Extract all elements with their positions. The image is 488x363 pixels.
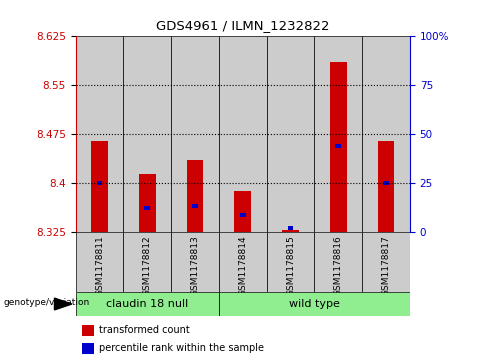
Text: GSM1178813: GSM1178813 (190, 235, 200, 296)
Bar (335, 144, 341, 148)
Bar (266, 232, 314, 292)
Bar (362, 232, 410, 292)
Bar (97, 182, 102, 185)
Bar (144, 206, 150, 210)
Bar (123, 36, 171, 232)
Text: GSM1178817: GSM1178817 (382, 235, 390, 296)
Bar (240, 213, 245, 217)
Bar (362, 36, 410, 232)
Bar (139, 174, 156, 232)
Bar (314, 232, 362, 292)
Bar (123, 232, 171, 292)
Bar (378, 141, 394, 232)
Text: GSM1178816: GSM1178816 (334, 235, 343, 296)
Bar (219, 232, 266, 292)
Bar (76, 292, 219, 316)
Bar (187, 160, 203, 232)
Bar (266, 36, 314, 232)
Text: transformed count: transformed count (99, 326, 190, 335)
Text: GSM1178812: GSM1178812 (143, 235, 152, 296)
Text: claudin 18 null: claudin 18 null (106, 299, 188, 309)
Bar (314, 36, 362, 232)
Text: genotype/variation: genotype/variation (4, 298, 90, 307)
Bar (219, 36, 266, 232)
Title: GDS4961 / ILMN_1232822: GDS4961 / ILMN_1232822 (156, 19, 329, 32)
Text: wild type: wild type (289, 299, 340, 309)
Bar (219, 292, 410, 316)
Bar (76, 232, 123, 292)
Text: GSM1178811: GSM1178811 (95, 235, 104, 296)
Bar (91, 141, 108, 232)
Text: GSM1178814: GSM1178814 (238, 235, 247, 296)
Bar (82, 343, 94, 354)
Polygon shape (55, 298, 72, 310)
Bar (171, 36, 219, 232)
Bar (234, 191, 251, 232)
Bar (82, 325, 94, 336)
Bar (282, 231, 299, 232)
Bar (192, 204, 198, 208)
Text: GSM1178815: GSM1178815 (286, 235, 295, 296)
Bar (171, 232, 219, 292)
Bar (76, 36, 123, 232)
Bar (287, 226, 293, 230)
Text: percentile rank within the sample: percentile rank within the sample (99, 343, 264, 353)
Bar (383, 182, 389, 185)
Bar (330, 62, 346, 232)
